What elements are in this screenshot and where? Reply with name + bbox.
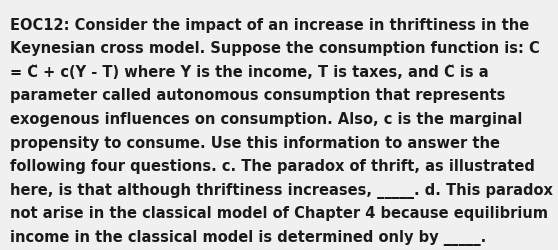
Text: Keynesian cross model. Suppose the consumption function is: C: Keynesian cross model. Suppose the consu… bbox=[10, 41, 540, 56]
Text: following four questions. c. The paradox of thrift, as illustrated: following four questions. c. The paradox… bbox=[10, 158, 535, 174]
Text: exogenous influences on consumption. Also, c is the marginal: exogenous influences on consumption. Als… bbox=[10, 112, 522, 126]
Text: here, is that although thriftiness increases, _____. d. This paradox: here, is that although thriftiness incre… bbox=[10, 182, 553, 198]
Text: propensity to consume. Use this information to answer the: propensity to consume. Use this informat… bbox=[10, 135, 500, 150]
Text: parameter called autonomous consumption that represents: parameter called autonomous consumption … bbox=[10, 88, 506, 103]
Text: = C̆ + c(Y - T) where Y is the income, T is taxes, and C̆ is a: = C̆ + c(Y - T) where Y is the income, T… bbox=[10, 64, 489, 80]
Text: not arise in the classical model of Chapter 4 because equilibrium: not arise in the classical model of Chap… bbox=[10, 206, 548, 220]
Text: EOC12: Consider the impact of an increase in thriftiness in the: EOC12: Consider the impact of an increas… bbox=[10, 18, 530, 32]
Text: income in the classical model is determined only by _____.: income in the classical model is determi… bbox=[10, 229, 486, 245]
